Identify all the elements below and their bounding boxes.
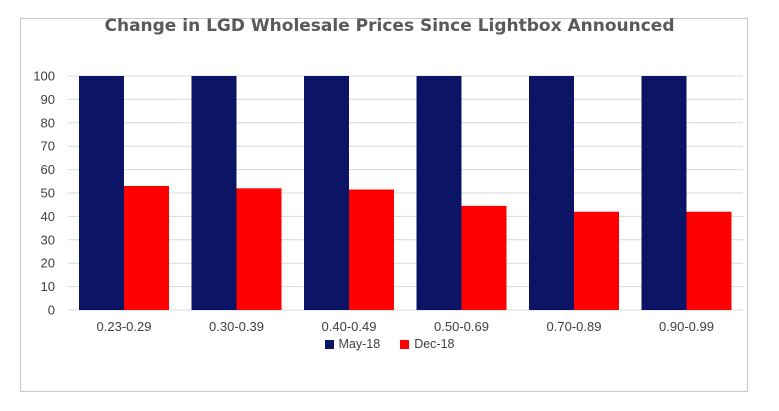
- y-tick-label-60: 60: [41, 162, 55, 177]
- x-tick-label-0.90-0.99: 0.90-0.99: [659, 319, 714, 334]
- bar-dec-18-0.30-0.39: [236, 188, 282, 310]
- legend-item-dec-18: Dec-18: [400, 337, 454, 351]
- legend-swatch-dec-18: [400, 339, 410, 349]
- y-tick-label-30: 30: [41, 232, 55, 247]
- legend-item-may-18: May-18: [324, 337, 381, 351]
- y-tick-label-80: 80: [41, 115, 55, 130]
- bar-dec-18-0.90-0.99: [686, 211, 732, 310]
- legend-label-may-18: May-18: [338, 337, 381, 351]
- legend-label-dec-18: Dec-18: [414, 337, 455, 351]
- y-tick-label-20: 20: [41, 256, 55, 271]
- bar-may-18-0.30-0.39: [191, 76, 237, 310]
- x-tick-label-0.30-0.39: 0.30-0.39: [209, 319, 264, 334]
- legend-swatch-may-18: [324, 339, 334, 349]
- y-tick-label-50: 50: [41, 186, 55, 201]
- bar-dec-18-0.40-0.49: [349, 189, 394, 310]
- y-tick-label-90: 90: [41, 92, 55, 107]
- bar-may-18-0.90-0.99: [641, 76, 687, 310]
- x-tick-label-0.50-0.69: 0.50-0.69: [434, 319, 489, 334]
- legend: May-18 Dec-18: [0, 337, 779, 351]
- bar-dec-18-0.23-0.29: [124, 185, 169, 310]
- y-tick-label-100: 100: [33, 69, 55, 84]
- bar-dec-18-0.70-0.89: [574, 211, 619, 310]
- chart-title: Change in LGD Wholesale Prices Since Lig…: [104, 16, 675, 36]
- bar-dec-18-0.50-0.69: [461, 205, 507, 310]
- y-tick-label-70: 70: [41, 139, 55, 154]
- bar-may-18-0.40-0.49: [304, 76, 349, 310]
- bar-may-18-0.50-0.69: [416, 76, 462, 310]
- y-tick-label-0: 0: [48, 303, 55, 318]
- y-tick-label-40: 40: [41, 209, 55, 224]
- y-tick-label-10: 10: [41, 279, 55, 294]
- x-tick-label-0.23-0.29: 0.23-0.29: [97, 319, 152, 334]
- x-tick-label-0.70-0.89: 0.70-0.89: [547, 319, 602, 334]
- x-tick-label-0.40-0.49: 0.40-0.49: [322, 319, 377, 334]
- bar-may-18-0.23-0.29: [79, 76, 124, 310]
- bar-may-18-0.70-0.89: [529, 76, 574, 310]
